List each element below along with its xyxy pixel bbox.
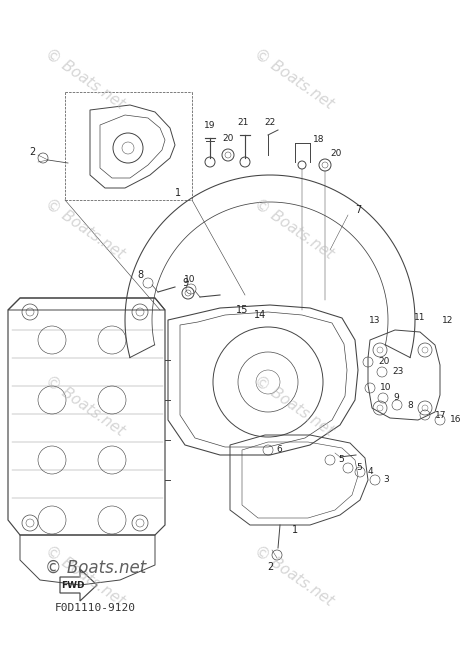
Text: 16: 16 — [450, 415, 462, 424]
Text: 11: 11 — [414, 313, 426, 322]
Text: © Boats.net: © Boats.net — [251, 196, 337, 262]
Text: © Boats.net: © Boats.net — [43, 373, 128, 438]
Text: 10: 10 — [184, 275, 196, 284]
Text: 13: 13 — [369, 316, 381, 325]
Text: © Boats.net: © Boats.net — [43, 543, 128, 608]
Text: 20: 20 — [222, 134, 234, 143]
Text: © Boats.net: © Boats.net — [45, 559, 146, 577]
Text: 8: 8 — [407, 400, 413, 409]
Text: 22: 22 — [264, 118, 275, 127]
Text: 2: 2 — [29, 147, 35, 157]
Text: 15: 15 — [236, 305, 248, 315]
Text: 9: 9 — [393, 394, 399, 402]
Text: 3: 3 — [383, 475, 389, 485]
Text: 1: 1 — [175, 188, 181, 198]
Text: 6: 6 — [276, 445, 282, 455]
Text: 9: 9 — [182, 278, 188, 288]
Text: 19: 19 — [204, 121, 216, 130]
Text: © Boats.net: © Boats.net — [43, 46, 128, 111]
Text: 20: 20 — [330, 148, 341, 158]
Text: 1: 1 — [292, 525, 298, 535]
Text: 14: 14 — [254, 310, 266, 320]
Text: FWD: FWD — [61, 581, 85, 589]
Text: F0D1110-9120: F0D1110-9120 — [55, 603, 136, 613]
Text: 2: 2 — [267, 562, 273, 572]
Text: 17: 17 — [435, 411, 447, 419]
Text: © Boats.net: © Boats.net — [43, 196, 128, 262]
Text: 21: 21 — [237, 118, 249, 127]
Text: © Boats.net: © Boats.net — [251, 46, 337, 111]
Text: 10: 10 — [380, 383, 392, 392]
Text: 23: 23 — [392, 368, 403, 377]
Text: © Boats.net: © Boats.net — [251, 373, 337, 438]
Text: 7: 7 — [355, 205, 361, 215]
Text: 12: 12 — [442, 316, 454, 325]
Text: 5: 5 — [356, 464, 362, 472]
Text: © Boats.net: © Boats.net — [251, 543, 337, 608]
Text: 8: 8 — [137, 270, 143, 280]
Text: 18: 18 — [313, 135, 325, 145]
Text: 5: 5 — [338, 455, 344, 464]
Text: 20: 20 — [378, 358, 389, 366]
Text: 4: 4 — [368, 468, 374, 477]
